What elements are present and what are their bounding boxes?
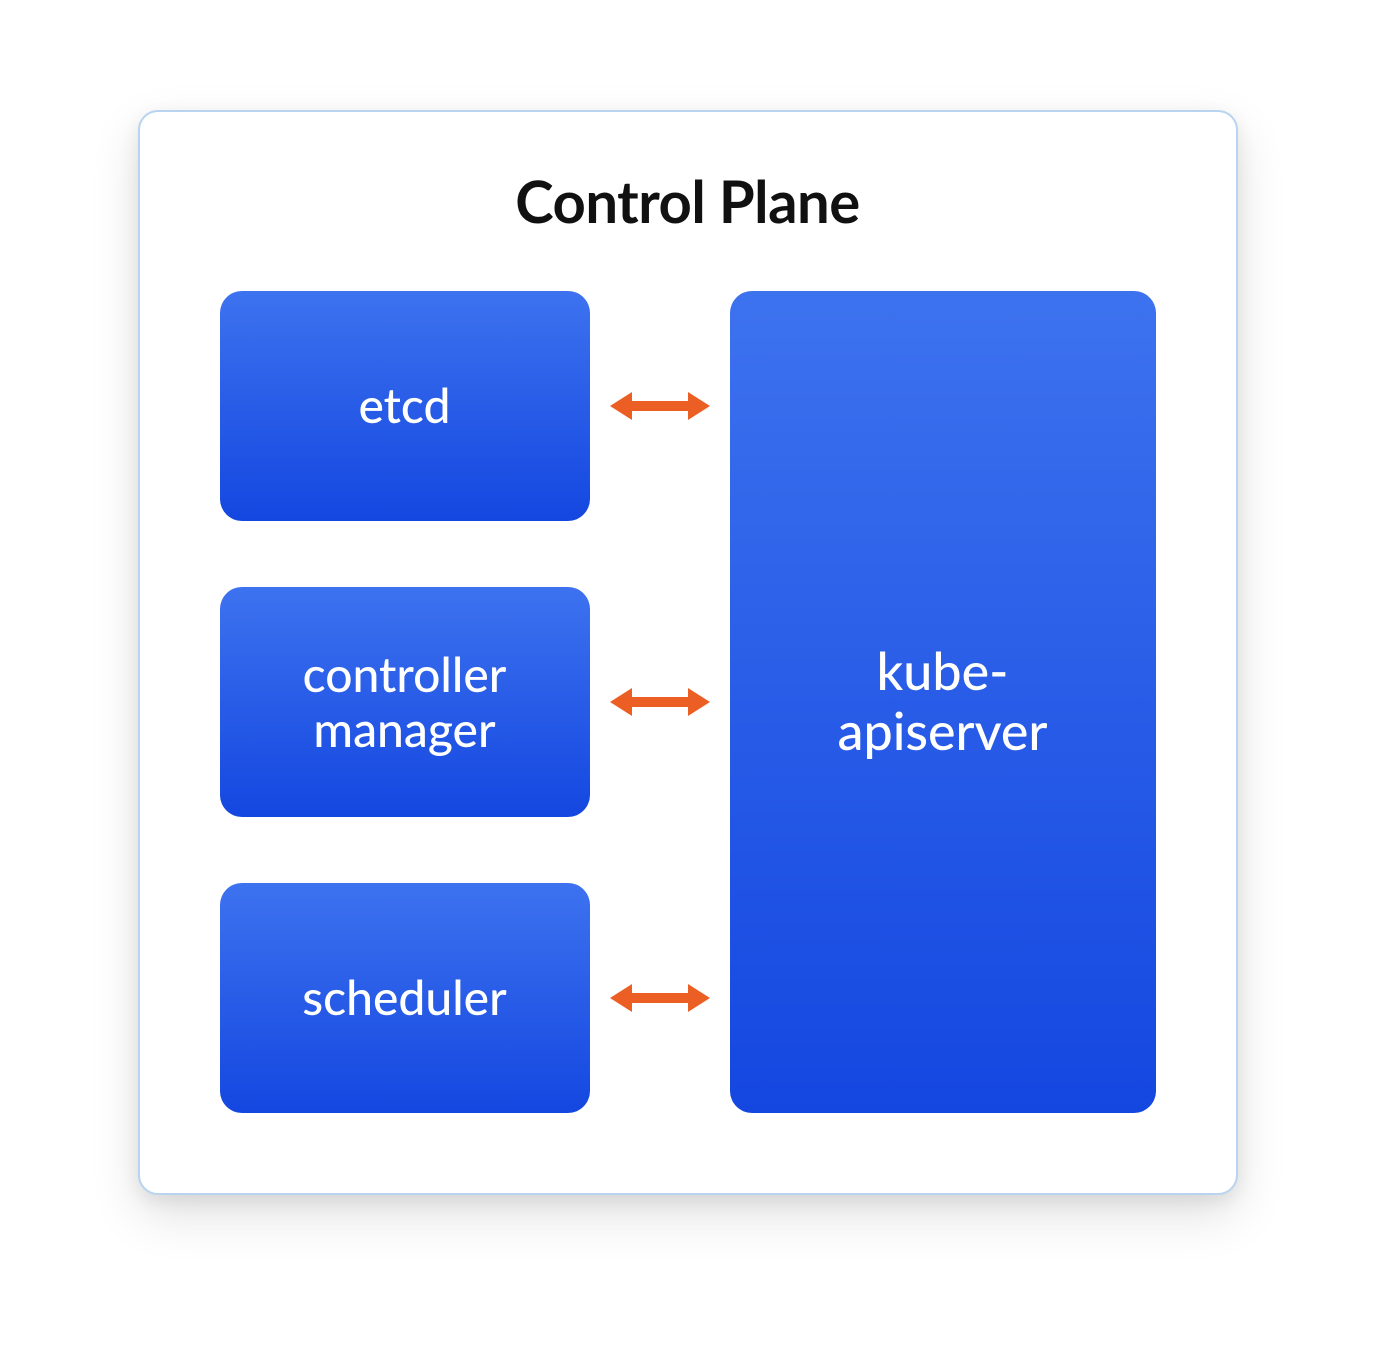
- arrow-controller-apiserver: [590, 587, 730, 817]
- node-label: controllermanager: [303, 647, 507, 757]
- double-arrow-icon: [610, 386, 710, 426]
- arrow-scheduler-apiserver: [590, 883, 730, 1113]
- double-arrow-icon: [610, 978, 710, 1018]
- node-scheduler: scheduler: [220, 883, 590, 1113]
- left-column: etcd controllermanager scheduler: [220, 291, 590, 1113]
- control-plane-panel: Control Plane etcd controllermanager sch…: [138, 110, 1238, 1195]
- node-label: scheduler: [302, 970, 506, 1025]
- right-column: kube-apiserver: [730, 291, 1156, 1113]
- node-label: etcd: [358, 378, 450, 433]
- arrows-column: [590, 291, 730, 1113]
- node-kube-apiserver: kube-apiserver: [730, 291, 1156, 1113]
- panel-title: Control Plane: [220, 167, 1156, 236]
- node-controller-manager: controllermanager: [220, 587, 590, 817]
- double-arrow-icon: [610, 682, 710, 722]
- node-label: kube-apiserver: [838, 642, 1048, 762]
- diagram-grid: etcd controllermanager scheduler: [220, 291, 1156, 1113]
- arrow-etcd-apiserver: [590, 291, 730, 521]
- node-etcd: etcd: [220, 291, 590, 521]
